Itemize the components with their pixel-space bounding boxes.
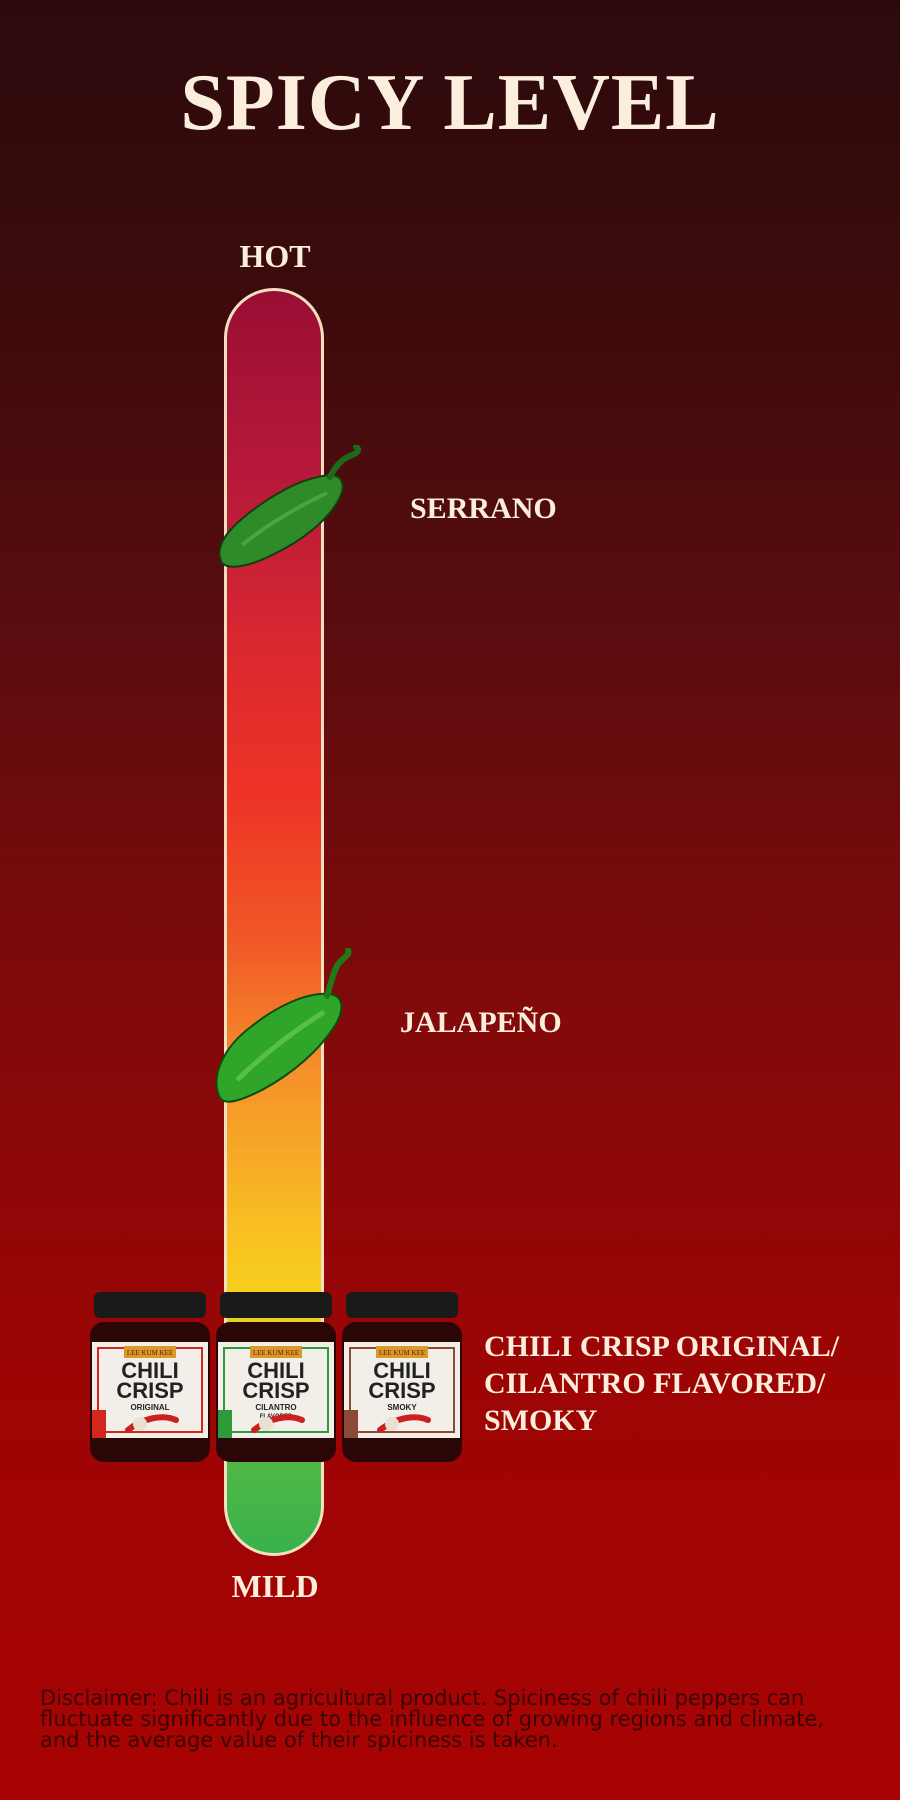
serrano-pepper-icon [218,445,362,568]
page-title: SPICY LEVEL [180,59,720,147]
jar-name-2: CRISP [368,1378,435,1403]
chili-illustration [377,1414,431,1433]
garlic-illustration [133,1417,147,1431]
jalapeno-pepper-icon [215,948,352,1103]
product-label-line: CILANTRO FLAVORED/ [484,1367,826,1400]
jar-name-2: CRISP [116,1378,183,1403]
brand-logo [250,1346,302,1358]
chili-illustration [125,1414,179,1433]
brand-text: LEE KUM KEE [253,1349,299,1357]
product-label-line: SMOKY [484,1404,598,1437]
hot-label: HOT [239,238,311,274]
serrano-label: SERRANO [410,492,557,525]
jar-lid [220,1292,332,1318]
jar-name-1: CHILI [121,1358,178,1383]
disclaimer-text: Disclaimer: Chili is an agricultural pro… [40,1686,825,1752]
brand-text: LEE KUM KEE [127,1349,173,1357]
brand-logo [124,1346,176,1358]
brand-logo [376,1346,428,1358]
jar-lid [346,1292,458,1318]
jar-variant: ORIGINAL [130,1403,169,1412]
product-label: CHILI CRISP ORIGINAL/ CILANTRO FLAVORED/… [484,1328,839,1439]
jar-variant: CILANTRO [255,1403,296,1412]
jar-name-2: CRISP [242,1378,309,1403]
brand-text: LEE KUM KEE [379,1349,425,1357]
jar-name-1: CHILI [373,1358,430,1383]
jalapeno-label: JALAPEÑO [400,1006,562,1039]
product-label-line: CHILI CRISP ORIGINAL/ [484,1330,840,1363]
product-jars: LEE KUM KEE CHILI CRISP ORIGINAL LEE KUM KEE… [88,1290,468,1470]
jar-lid [94,1292,206,1318]
chili-illustration [251,1414,305,1433]
jar-name-1: CHILI [247,1358,304,1383]
garlic-illustration [385,1417,399,1431]
mild-label: MILD [231,1568,319,1604]
jar-variant: SMOKY [387,1403,417,1412]
garlic-illustration [259,1417,273,1431]
